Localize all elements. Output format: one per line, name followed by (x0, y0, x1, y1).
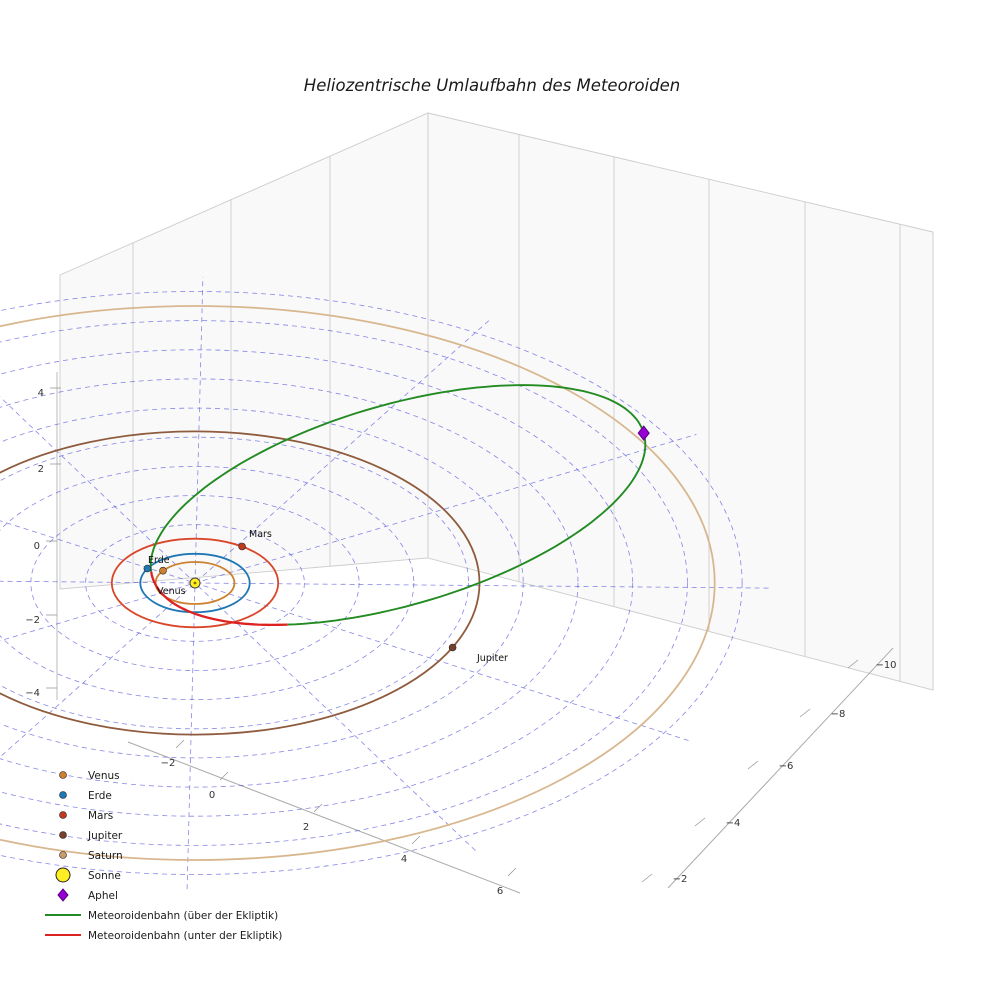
tick-label: 4 (38, 388, 44, 399)
venus-marker (159, 566, 167, 575)
legend-label-3: Mars (88, 810, 113, 822)
legend-label-6: Sonne (88, 870, 121, 882)
polar-grid-ring (0, 349, 633, 817)
legend-label-4: Jupiter (87, 830, 123, 842)
x-tick (313, 803, 323, 813)
tick-label: −6 (779, 761, 794, 772)
tick-label: −2 (25, 615, 40, 626)
erde-marker (143, 564, 152, 573)
right-wall-pane (427, 112, 934, 691)
tick-label: 4 (401, 854, 407, 865)
erde-orbit (139, 552, 251, 614)
tick-label: −4 (25, 688, 40, 699)
tick-label: −4 (726, 818, 741, 829)
jupiter-label: Jupiter (476, 653, 508, 664)
mars-label: Mars (249, 529, 272, 540)
sonne-marker-core (193, 581, 197, 585)
legend-marker-5 (59, 851, 67, 859)
polar-grid-ring (0, 436, 469, 730)
tick-label: −2 (673, 874, 688, 885)
legend-label-9: Meteoroidenbahn (unter der Ekliptik) (88, 930, 282, 942)
legend-marker-6 (55, 867, 71, 883)
tick-label: 0 (34, 541, 40, 552)
legend-marker-1 (59, 771, 67, 779)
x-tick (411, 835, 421, 845)
legend-label-7: Aphel (88, 890, 118, 902)
legend-marker-7 (57, 888, 69, 902)
aphel-marker (637, 425, 650, 441)
meteoroid-orbit-below (150, 571, 288, 627)
legend-marker-2 (59, 791, 67, 799)
polar-grid-ring (85, 524, 305, 642)
legend-label-2: Erde (88, 790, 112, 802)
y-tick (747, 760, 759, 770)
polar-grid-ring (0, 466, 415, 700)
tick-label: 0 (209, 790, 215, 801)
venus-label: Venus (157, 586, 186, 597)
chart-title: Heliozentrische Umlaufbahn des Meteoroid… (303, 76, 681, 95)
jupiter-marker (448, 643, 457, 652)
y-tick (694, 817, 706, 827)
y-tick (641, 873, 653, 883)
tick-label: 2 (38, 464, 44, 475)
polar-grid-ring (0, 320, 688, 846)
y-tick (799, 708, 811, 718)
tick-label: −2 (161, 758, 176, 769)
legend-label-5: Saturn (88, 850, 123, 862)
polar-grid-ring (0, 378, 579, 788)
x-axis-line (127, 741, 521, 894)
tick-label: −8 (831, 709, 846, 720)
meteoroid-orbit-above (149, 384, 647, 626)
polar-grid-spoke (0, 520, 689, 741)
x-tick (219, 771, 229, 781)
erde-label: Erde (148, 555, 170, 566)
tick-label: 2 (303, 822, 309, 833)
polar-grid-ring (0, 291, 743, 875)
y-tick (847, 659, 859, 669)
polar-grid-spoke (0, 580, 770, 589)
legend-label-1: Venus (88, 770, 120, 782)
x-tick (507, 867, 517, 877)
legend-marker-3 (59, 811, 67, 819)
mars-orbit (110, 537, 280, 629)
polar-grid-ring (0, 407, 524, 759)
tick-label: 6 (497, 886, 503, 897)
mars-marker (238, 542, 246, 551)
legend-label-8: Meteoroidenbahn (über der Ekliptik) (88, 910, 278, 922)
y-axis-line (667, 647, 894, 889)
x-tick (175, 739, 185, 749)
tick-label: −10 (875, 660, 896, 671)
saturn-orbit (0, 305, 716, 861)
legend-marker-4 (59, 831, 67, 839)
